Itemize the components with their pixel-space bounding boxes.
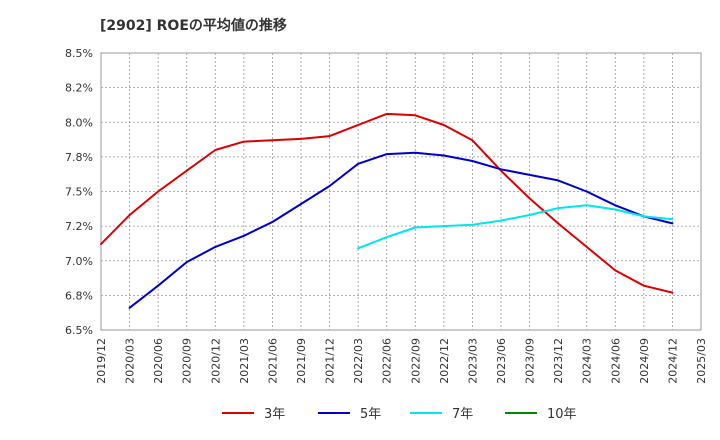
- x-tick-label: 2020/06: [152, 338, 165, 384]
- x-tick-label: 2023/12: [552, 338, 565, 384]
- y-axis: 6.5% 6.8% 7.0% 7.2% 7.5% 7.8% 8.0% 8.2% 8.5%: [65, 47, 93, 337]
- series-line-3年: [100, 112, 674, 294]
- x-tick-label: 2022/12: [438, 338, 451, 384]
- legend-label: 7年: [452, 407, 473, 422]
- x-tick-label: 2022/06: [381, 338, 394, 384]
- y-tick-label: 7.5%: [65, 186, 93, 199]
- x-tick-label: 2021/03: [238, 338, 251, 384]
- x-tick-label: 2021/12: [324, 338, 337, 384]
- y-tick-label: 7.8%: [65, 151, 93, 164]
- series-line-5年: [128, 151, 674, 309]
- x-tick-label: 2020/12: [209, 338, 222, 384]
- x-tick-label: 2021/06: [266, 338, 279, 384]
- legend-label: 5年: [360, 407, 381, 422]
- x-tick-label: 2023/09: [524, 338, 537, 384]
- x-tick-label: 2020/09: [181, 338, 194, 384]
- y-tick-label: 8.5%: [65, 47, 93, 60]
- y-tick-label: 8.2%: [65, 82, 93, 95]
- x-tick-label: 2024/03: [581, 338, 594, 384]
- y-tick-label: 7.0%: [65, 255, 93, 268]
- y-tick-label: 6.5%: [65, 324, 93, 337]
- x-tick-label: 2025/03: [695, 338, 708, 384]
- x-tick-label: 2020/03: [124, 338, 137, 384]
- legend-label: 3年: [264, 407, 285, 422]
- x-tick-label: 2024/06: [609, 338, 622, 384]
- legend: 3年 5年 7年 10年: [222, 407, 577, 422]
- legend-label: 10年: [547, 407, 577, 422]
- x-tick-label: 2021/09: [295, 338, 308, 384]
- x-tick-label: 2023/06: [495, 338, 508, 384]
- chart-title: [2902] ROEの平均値の推移: [100, 17, 287, 34]
- y-tick-label: 7.2%: [65, 220, 93, 233]
- x-axis: 2019/12 2020/03 2020/06 2020/09 2020/12 2021/…: [95, 338, 708, 384]
- plot-area: [100, 52, 702, 331]
- y-tick-label: 8.0%: [65, 116, 93, 129]
- y-tick-label: 6.8%: [65, 289, 93, 302]
- x-tick-label: 2022/03: [352, 338, 365, 384]
- x-tick-label: 2019/12: [95, 338, 108, 384]
- x-tick-label: 2024/09: [638, 338, 651, 384]
- series-line-7年: [357, 204, 674, 250]
- grid: [100, 52, 702, 331]
- x-tick-label: 2023/03: [466, 338, 479, 384]
- x-tick-label: 2024/12: [666, 338, 679, 384]
- series-layer: [100, 112, 674, 309]
- x-tick-label: 2022/09: [409, 338, 422, 384]
